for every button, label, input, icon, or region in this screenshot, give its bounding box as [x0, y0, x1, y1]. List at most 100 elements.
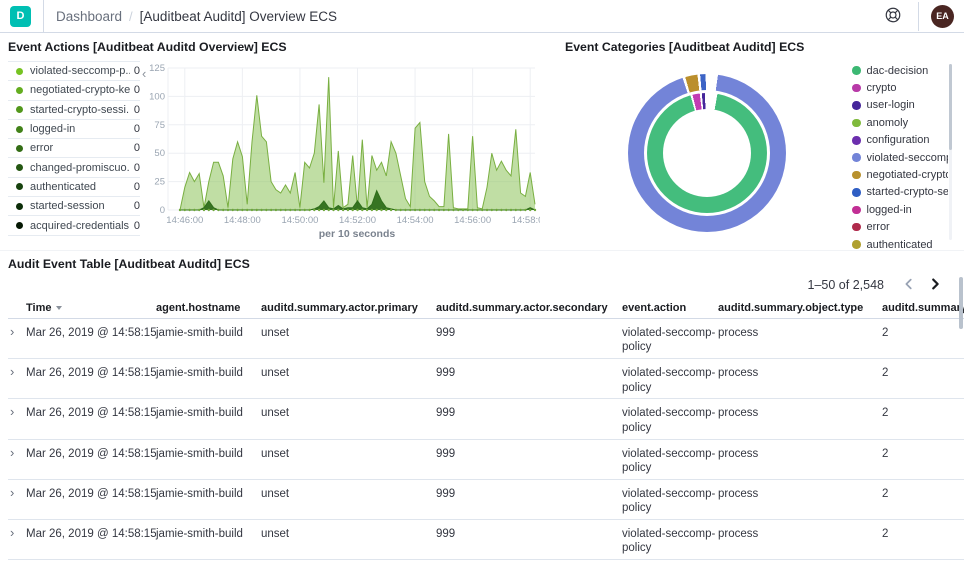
pagination-next-button[interactable] — [922, 272, 948, 298]
column-header[interactable]: event.action — [622, 302, 718, 314]
x-axis-caption: per 10 seconds — [318, 228, 396, 240]
expand-row-button[interactable]: › — [8, 440, 26, 459]
donut-ring-gap — [644, 90, 770, 216]
legend-color-dot — [852, 170, 861, 180]
column-header-label: auditd.summary.object.type — [718, 301, 864, 314]
expand-row-button[interactable]: › — [8, 319, 26, 338]
table-row: ›Mar 26, 2019 @ 14:58:15.245jamie-smith-… — [8, 359, 964, 400]
table-body: ›Mar 26, 2019 @ 14:58:15.245jamie-smith-… — [8, 319, 964, 561]
column-header[interactable]: Time — [26, 302, 156, 314]
legend-item[interactable]: changed-promiscuo... 0 — [8, 158, 140, 178]
column-header-label: agent.hostname — [156, 301, 241, 314]
legend-label: authenticated — [30, 180, 97, 193]
svg-text:14:48:00: 14:48:00 — [224, 215, 261, 226]
table-row: ›Mar 26, 2019 @ 14:58:15.245jamie-smith-… — [8, 399, 964, 440]
column-header[interactable]: auditd.summary.object.type — [718, 302, 882, 314]
cell-actor-primary: unset — [261, 327, 290, 339]
legend-color-dot — [16, 222, 23, 230]
legend-value: 0 — [133, 84, 140, 97]
legend-item[interactable]: violated-seccomp... — [852, 149, 948, 166]
svg-text:100: 100 — [149, 91, 165, 102]
cell-object-type: process — [718, 407, 759, 420]
legend-item[interactable]: user-login — [852, 97, 948, 114]
cell-event-action: violated-seccomp-policy — [622, 327, 716, 354]
legend-item[interactable]: crypto — [852, 79, 948, 96]
column-header-label: event.action — [622, 301, 687, 314]
legend-item[interactable]: started-session 0 — [8, 197, 140, 217]
expand-row-button[interactable]: › — [8, 520, 26, 539]
column-header[interactable]: auditd.summary — [882, 302, 964, 314]
legend-color-dot — [852, 240, 861, 249]
cell-object-type: process — [718, 487, 759, 500]
legend-item[interactable]: violated-seccomp-p... 0 — [8, 62, 140, 82]
collapse-legend-button[interactable]: ‹ — [142, 66, 147, 81]
expand-row-button[interactable]: › — [8, 399, 26, 418]
donut-inner-ring[interactable] — [647, 93, 767, 213]
legend-label: changed-promiscuo... — [30, 161, 130, 174]
legend-label: crypto — [866, 82, 897, 95]
legend-scrollbar[interactable] — [949, 64, 952, 240]
pagination-prev-button[interactable] — [896, 272, 922, 298]
legend-item[interactable]: negotiated-crypto... — [852, 166, 948, 183]
legend-item[interactable]: anomoly — [852, 114, 948, 131]
audit-table-panel-title: Audit Event Table [Auditbeat Auditd] ECS — [8, 257, 250, 271]
legend-label: negotiated-crypto... — [866, 169, 949, 182]
cell-actor-secondary: 999 — [436, 367, 456, 380]
legend-value: 0 — [133, 65, 140, 78]
legend-item[interactable]: started-crypto-se... — [852, 184, 948, 201]
legend-item[interactable]: logged-in 0 — [8, 120, 140, 140]
legend-item[interactable]: negotiated-crypto-key 0 — [8, 81, 140, 101]
column-header-label: auditd.summary.actor.primary — [261, 301, 418, 314]
cell-agent-hostname: jamie-smith-build — [156, 407, 243, 420]
table-scrollbar-thumb[interactable] — [959, 277, 963, 329]
cell-actor-secondary: 999 — [436, 327, 456, 339]
expand-row-button[interactable]: › — [8, 359, 26, 378]
legend-item[interactable]: acquired-credentials 0 — [8, 216, 140, 236]
event-actions-area-chart[interactable]: 0 25 50 75 100 125 14:46:00 14:48:00 14:50:00 14:… — [140, 58, 540, 240]
svg-text:0: 0 — [160, 205, 165, 216]
legend-item[interactable]: dac-decision — [852, 62, 948, 79]
column-header[interactable]: agent.hostname — [156, 302, 261, 314]
legend-item[interactable]: authenticated 0 — [8, 178, 140, 198]
legend-item[interactable]: logged-in — [852, 201, 948, 218]
legend-value: 0 — [133, 123, 140, 136]
legend-value: 0 — [133, 161, 140, 174]
legend-label: started-crypto-sessi... — [30, 103, 130, 116]
legend-item[interactable]: error 0 — [8, 139, 140, 159]
cell-actor-secondary: 999 — [436, 527, 456, 540]
legend-item[interactable]: error — [852, 219, 948, 236]
event-actions-panel-title: Event Actions [Auditbeat Auditd Overview… — [8, 40, 287, 54]
legend-item[interactable]: configuration — [852, 132, 948, 149]
chevron-right-icon — [928, 277, 942, 294]
legend-label: error — [30, 142, 54, 155]
breadcrumb-dashboard-link[interactable]: Dashboard — [56, 8, 123, 24]
svg-text:75: 75 — [154, 120, 165, 131]
donut-outer-ring[interactable] — [628, 74, 786, 232]
column-header[interactable]: auditd.summary.actor.primary — [261, 302, 436, 314]
legend-color-dot — [852, 153, 861, 162]
legend-color-dot — [16, 86, 23, 94]
legend-item[interactable]: authenticated — [852, 236, 948, 253]
legend-label: error — [866, 221, 890, 234]
legend-item[interactable]: started-crypto-sessi... 0 — [8, 101, 140, 120]
cell-event-action: violated-seccomp-policy — [622, 367, 716, 394]
legend-value: 0 — [133, 142, 140, 155]
column-header-label: Time — [26, 301, 52, 314]
cell-event-action: violated-seccomp-policy — [622, 527, 716, 555]
cell-actor-secondary: 999 — [436, 447, 456, 460]
deployment-badge[interactable]: D — [10, 5, 31, 27]
legend-scrollbar-thumb[interactable] — [949, 64, 952, 150]
help-button[interactable] — [880, 2, 906, 31]
legend-label: authenticated — [866, 238, 933, 251]
svg-text:14:56:00: 14:56:00 — [454, 215, 491, 226]
topbar-divider — [43, 0, 44, 32]
legend-color-dot — [852, 101, 861, 110]
cell-time: Mar 26, 2019 @ 14:58:15.245 — [26, 367, 156, 380]
cell-summary: 2 — [882, 487, 889, 500]
column-header[interactable]: auditd.summary.actor.secondary — [436, 302, 622, 314]
event-categories-donut-chart[interactable] — [628, 74, 786, 232]
user-avatar[interactable]: EA — [931, 4, 954, 28]
expand-row-button[interactable]: › — [8, 480, 26, 499]
help-life-ring-icon — [884, 6, 902, 27]
cell-actor-primary: unset — [261, 447, 290, 460]
